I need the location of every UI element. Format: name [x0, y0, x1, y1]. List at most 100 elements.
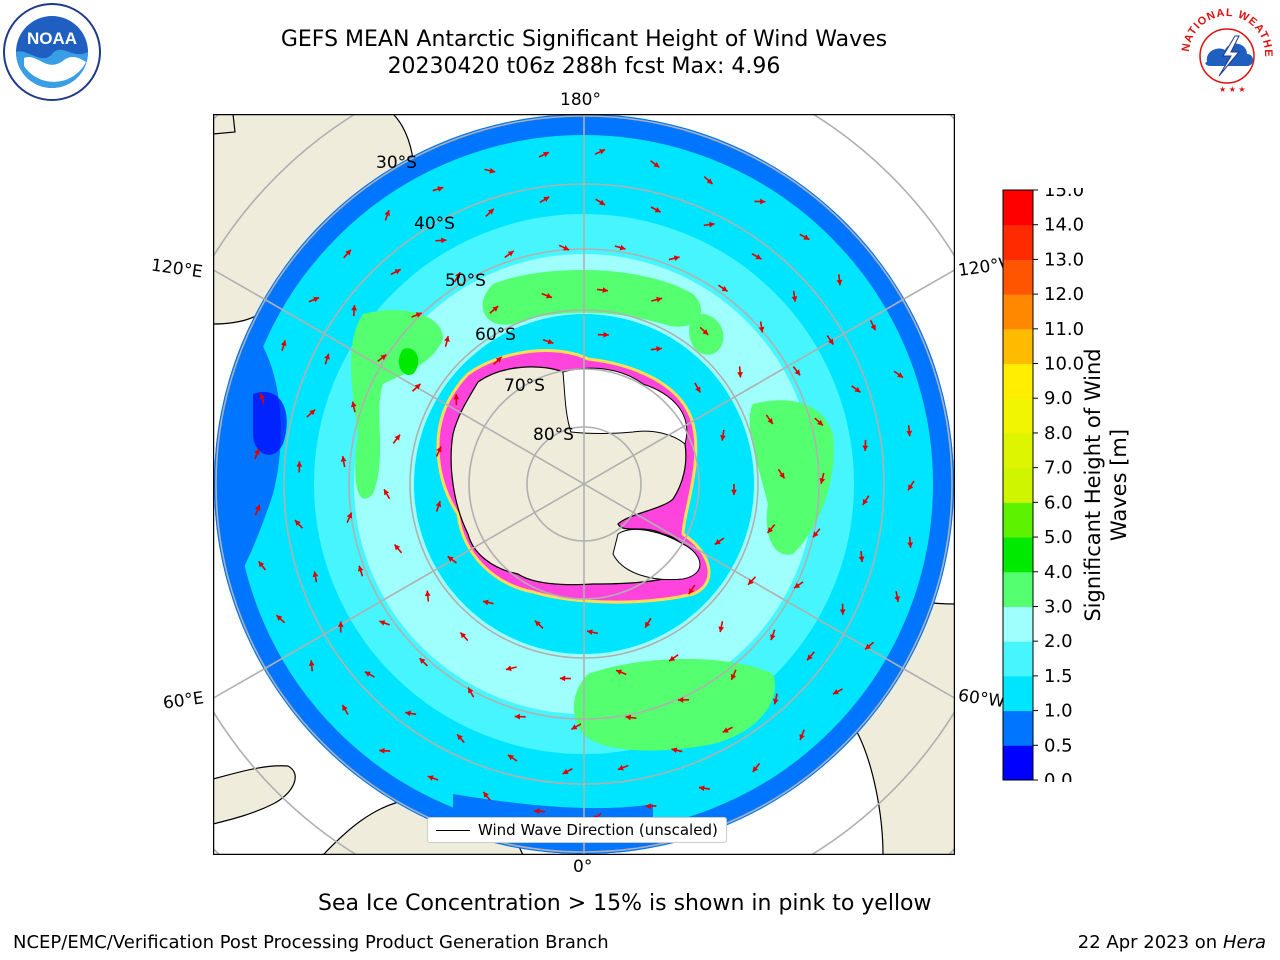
wind-wave-arrow	[839, 603, 846, 615]
wind-wave-arrow	[435, 237, 447, 244]
wind-wave-arrows	[254, 148, 915, 821]
colorbar-tick-label: 5.0	[1044, 527, 1073, 548]
wind-wave-arrow	[493, 356, 503, 365]
wind-wave-arrow	[570, 723, 582, 731]
wind-wave-arrow	[392, 434, 401, 444]
wind-wave-arrow	[453, 271, 461, 283]
plot-title-line1: GEFS MEAN Antarctic Significant Height o…	[280, 27, 888, 52]
wind-wave-arrow	[586, 629, 599, 636]
wind-wave-arrow	[907, 480, 915, 491]
colorbar-tick-label: 10.0	[1044, 354, 1084, 375]
ocean-disk	[214, 114, 954, 854]
run-date: 22 Apr 2023 on Hera	[1078, 932, 1266, 953]
wind-wave-arrow	[357, 565, 364, 577]
wind-wave-arrow	[541, 292, 553, 299]
wind-wave-arrow	[312, 571, 319, 583]
wind-wave-arrow	[259, 393, 265, 405]
wind-wave-arrow	[514, 713, 526, 720]
plot-title-line2: 20230420 t06z 288h fcst Max: 4.96	[387, 54, 781, 79]
noaa-logo-text: NOAA	[27, 29, 77, 48]
wind-wave-arrow	[254, 504, 261, 516]
wind-wave-arrow	[650, 160, 660, 169]
wind-wave-arrow	[770, 629, 776, 641]
lon-label-120e: 120°E	[149, 255, 204, 283]
wind-wave-arrow	[597, 331, 609, 338]
colorbar-tick-label: 14.0	[1044, 215, 1084, 236]
wind-wave-arrow	[703, 221, 715, 228]
wind-wave-arrow	[799, 233, 810, 241]
wind-wave-arrow	[799, 729, 806, 741]
colorbar-segment	[1003, 606, 1033, 642]
wind-wave-arrow	[384, 209, 390, 221]
wind-wave-arrow	[617, 764, 629, 771]
wind-wave-arrow	[308, 660, 315, 672]
colorbar-segment	[1003, 641, 1033, 677]
wind-wave-arrow	[894, 590, 901, 603]
wind-wave-arrow	[539, 196, 550, 204]
colorbar-label-line1: Significant Height of Wind	[1081, 348, 1105, 622]
wind-wave-arrow	[308, 296, 320, 303]
wind-wave-arrow	[758, 321, 765, 333]
wind-wave-arrow	[777, 468, 786, 479]
wind-wave-arrow	[906, 425, 913, 437]
producer-credit: NCEP/EMC/Verification Post Processing Pr…	[13, 932, 609, 953]
lat-label-50s: 50°S	[445, 271, 486, 291]
wind-wave-arrow	[730, 669, 737, 681]
colorbar-segment	[1003, 328, 1033, 365]
wind-wave-arrow	[444, 335, 450, 347]
lon-label-0: 0°	[573, 857, 593, 877]
wind-wave-arrow	[505, 665, 517, 672]
wind-wave-arrow	[773, 693, 779, 705]
wind-wave-arrow	[337, 621, 344, 633]
colorbar-tick-label: 8.0	[1044, 423, 1073, 444]
wind-wave-arrow	[534, 620, 544, 629]
wind-wave-arrow	[688, 584, 696, 595]
wind-wave-arrow	[350, 401, 357, 413]
wind-wave-arrow	[836, 274, 843, 286]
colorbar-tick-label: 11.0	[1044, 319, 1084, 340]
wind-wave-arrow	[254, 448, 260, 460]
wind-wave-arrow	[792, 366, 801, 376]
colorbar-tick-label: 7.0	[1044, 458, 1073, 479]
wind-wave-arrow	[379, 747, 391, 754]
colorbar-tick-label: 3.0	[1044, 596, 1073, 617]
lat-label-70s: 70°S	[504, 376, 545, 396]
wind-wave-arrow	[534, 808, 546, 815]
wind-wave-arrow	[907, 536, 914, 548]
colorbar-tick-label: 12.0	[1044, 284, 1084, 305]
wind-wave-arrow	[377, 353, 387, 362]
wind-wave-arrow	[424, 590, 431, 602]
colorbar-segment	[1003, 537, 1033, 573]
wind-wave-arrow	[671, 747, 683, 754]
wind-wave-arrow	[456, 733, 465, 744]
wind-wave-arrow	[806, 651, 815, 661]
wind-wave-arrow	[862, 439, 869, 451]
map-panel: Wind Wave Direction (unscaled)	[212, 113, 956, 859]
wind-wave-arrow	[294, 519, 304, 529]
wind-wave-arrow	[324, 353, 330, 365]
wind-wave-arrow	[418, 657, 428, 667]
wind-wave-arrow	[411, 312, 423, 318]
wind-wave-arrow	[651, 296, 663, 303]
wind-wave-arrow	[435, 500, 442, 512]
wind-wave-arrow	[893, 370, 904, 379]
wind-wave-arrow	[645, 803, 657, 809]
wind-wave-arrow	[614, 244, 626, 251]
run-date-text: 22 Apr 2023 on	[1077, 932, 1223, 953]
lon-label-180: 180°	[560, 90, 601, 110]
lat-label-30s: 30°S	[376, 153, 417, 173]
wind-wave-arrow	[595, 198, 606, 206]
legend-label: Wind Wave Direction (unscaled)	[478, 821, 718, 839]
lon-label-60e: 60°E	[161, 688, 206, 714]
wind-wave-arrow	[484, 167, 496, 174]
colorbar-segment	[1003, 502, 1033, 538]
colorbar-tick-label: 6.0	[1044, 492, 1073, 513]
wind-wave-arrow	[731, 484, 737, 495]
colorbar-tick-label: 1.5	[1044, 666, 1073, 687]
wind-wave-arrow	[482, 791, 491, 801]
wind-wave-arrow	[275, 614, 286, 624]
wind-wave-arrow	[364, 671, 375, 678]
wind-wave-arrow	[346, 512, 353, 523]
wind-wave-arrow	[594, 148, 606, 155]
colorbar-segment	[1003, 259, 1033, 295]
